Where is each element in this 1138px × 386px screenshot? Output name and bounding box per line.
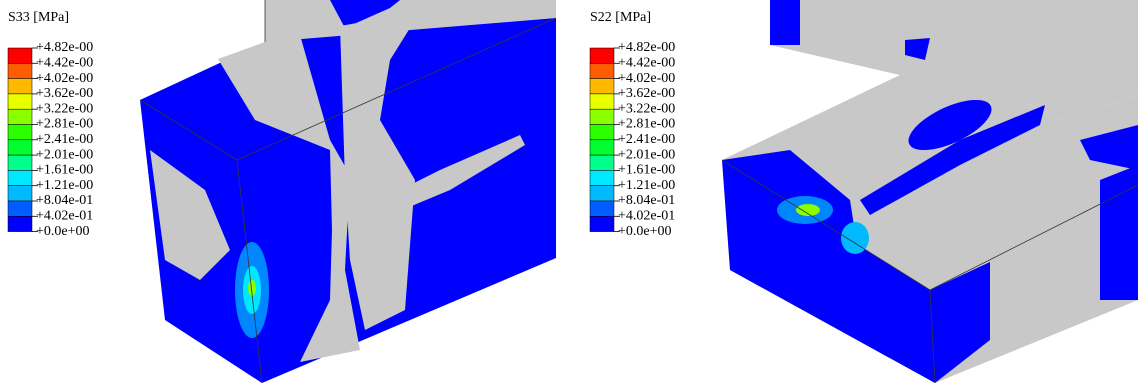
legend-swatch — [7, 200, 33, 217]
contour-region — [722, 150, 870, 330]
legend-label: +2.41e-00 — [36, 132, 93, 147]
edge — [929, 289, 936, 384]
contour-region — [150, 150, 230, 280]
legend-label: +1.21e-00 — [618, 178, 675, 193]
legend-label: +2.81e-00 — [618, 117, 675, 132]
hotspot — [841, 222, 869, 254]
legends: S33 [MPa]+4.82e-00+4.42e-00+4.02e-00+3.6… — [7, 10, 675, 239]
contour-region — [330, 0, 400, 28]
crack — [860, 105, 1045, 215]
legend-label: +1.21e-00 — [36, 178, 93, 193]
contour-region — [1100, 165, 1138, 300]
legend-label: +4.02e-01 — [36, 209, 93, 224]
legend-swatch — [7, 47, 33, 64]
legend-label: +4.02e-01 — [618, 209, 675, 224]
legend-label: +1.61e-00 — [618, 163, 675, 178]
legend-label: +3.22e-00 — [618, 101, 675, 116]
legend-label: +3.62e-00 — [36, 86, 93, 101]
legend-swatch — [7, 170, 33, 186]
legend-label: +2.41e-00 — [618, 132, 675, 147]
legend-swatch — [7, 108, 33, 125]
legend-label: +0.0e+00 — [36, 224, 90, 239]
legend-label: +4.42e-00 — [36, 56, 93, 71]
legend-label: +4.02e-00 — [618, 71, 675, 86]
edge — [236, 159, 263, 384]
legend-swatch — [589, 63, 615, 79]
legend-label: +8.04e-01 — [36, 193, 93, 208]
contour-region — [908, 99, 992, 151]
legend-swatch — [589, 93, 615, 110]
model-right — [721, 0, 1138, 384]
legend-label: +3.22e-00 — [36, 101, 93, 116]
legend-swatch — [589, 124, 615, 141]
contour-region — [905, 38, 930, 60]
legend-swatch — [589, 139, 615, 156]
legend-label: +3.62e-00 — [618, 86, 675, 101]
contour-region — [340, 12, 420, 330]
contour-region — [770, 0, 800, 45]
legend-label: +8.04e-01 — [618, 193, 675, 208]
legend-swatch — [7, 78, 33, 95]
legend-label: +2.01e-00 — [36, 147, 93, 162]
legend-swatch — [589, 108, 615, 125]
legend-label: +1.61e-00 — [36, 163, 93, 178]
legend-swatch — [589, 78, 615, 95]
model-left — [139, 0, 557, 384]
legend-swatch — [589, 216, 615, 232]
legend-label: +4.02e-00 — [36, 71, 93, 86]
legend-label: +4.82e-00 — [618, 40, 675, 55]
legend-label: +2.01e-00 — [618, 147, 675, 162]
legend-swatch — [7, 93, 33, 110]
legend-swatch — [7, 216, 33, 232]
legend-swatch — [7, 185, 33, 202]
legend-swatch — [7, 139, 33, 156]
legend-label: +2.81e-00 — [36, 117, 93, 132]
legend-title: S22 [MPa] — [590, 10, 651, 25]
contour-region — [218, 35, 360, 362]
contour-region — [1080, 125, 1138, 170]
legend-swatch — [7, 63, 33, 79]
legend-swatch — [7, 154, 33, 171]
legend-swatch — [589, 200, 615, 217]
contour-region — [930, 262, 990, 383]
hotspot — [248, 280, 256, 296]
legend-title: S33 [MPa] — [8, 10, 69, 25]
legend-swatch — [589, 47, 615, 64]
legend-label: +4.82e-00 — [36, 40, 93, 55]
legend-label: +0.0e+00 — [618, 224, 672, 239]
legend-swatch — [589, 154, 615, 171]
crack — [380, 135, 525, 215]
legend-swatch — [589, 170, 615, 186]
legend-swatch — [7, 124, 33, 141]
hotspot — [796, 204, 820, 216]
legend-swatch — [589, 185, 615, 202]
legend-label: +4.42e-00 — [618, 56, 675, 71]
back-plate — [770, 0, 1138, 120]
